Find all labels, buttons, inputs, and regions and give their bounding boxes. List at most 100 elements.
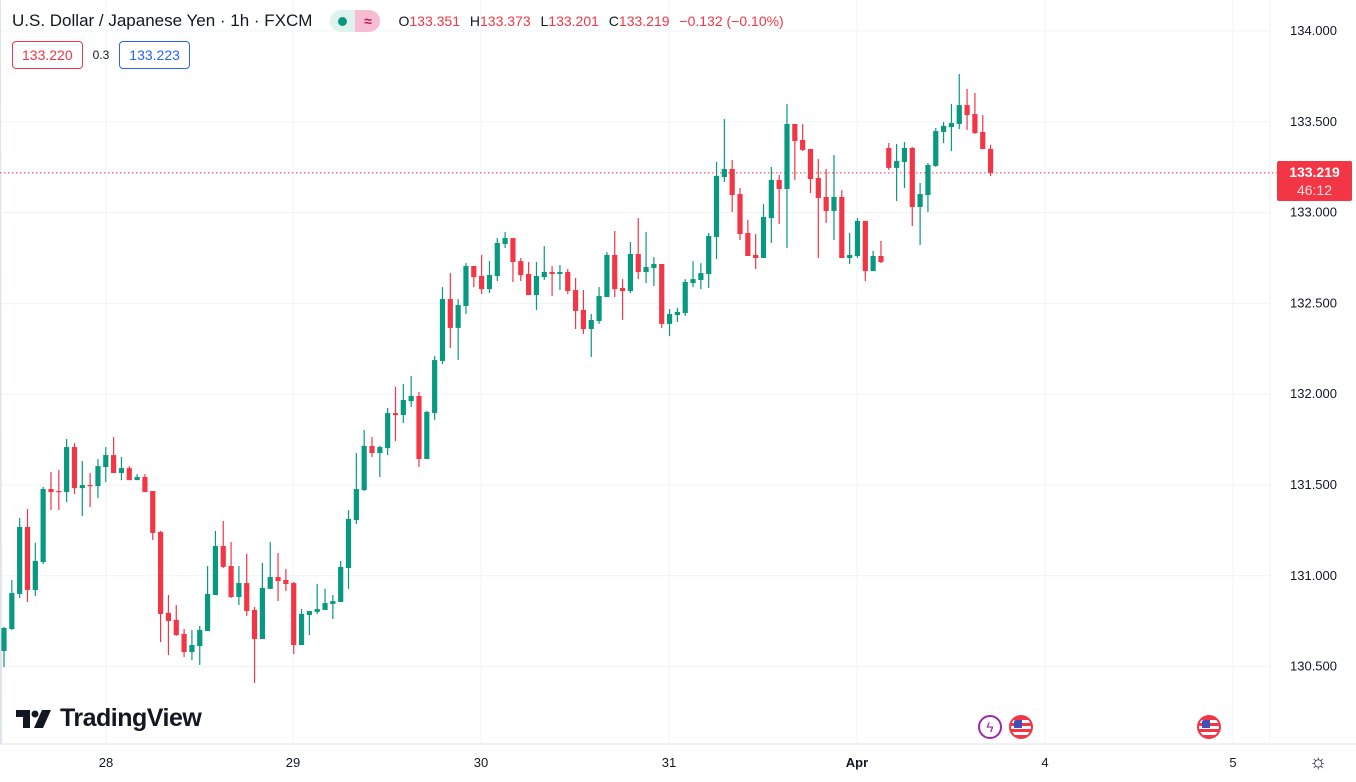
candle bbox=[792, 123, 798, 180]
candle-body bbox=[408, 396, 414, 402]
candle bbox=[823, 169, 829, 223]
candle bbox=[760, 204, 767, 258]
candle-body bbox=[479, 275, 485, 290]
candle-body bbox=[275, 577, 281, 582]
candle-body bbox=[980, 131, 986, 150]
candle bbox=[674, 307, 680, 322]
candle bbox=[557, 265, 563, 290]
candle bbox=[377, 445, 383, 478]
candle-body bbox=[831, 196, 837, 211]
candle-body bbox=[878, 256, 884, 262]
candle bbox=[941, 121, 947, 144]
candle bbox=[541, 246, 547, 280]
candle-body bbox=[463, 265, 469, 306]
candle bbox=[432, 356, 438, 420]
candle bbox=[32, 542, 38, 596]
candle-body bbox=[385, 413, 391, 448]
candle bbox=[948, 104, 955, 152]
candle-body bbox=[784, 123, 790, 189]
candle bbox=[79, 461, 85, 517]
symbol-title[interactable]: U.S. Dollar / Japanese Yen · 1h · FXCM bbox=[12, 11, 313, 30]
candle bbox=[643, 232, 649, 284]
us-flag-icon[interactable] bbox=[1197, 715, 1221, 739]
candle bbox=[9, 579, 15, 630]
candle-body bbox=[71, 447, 78, 489]
candle-body bbox=[612, 254, 618, 290]
candle-body bbox=[197, 629, 203, 647]
candle-body bbox=[369, 445, 375, 454]
candle-body bbox=[565, 271, 571, 292]
candle bbox=[64, 439, 70, 503]
candle-body bbox=[870, 256, 876, 272]
low-value: 133.201 bbox=[548, 13, 599, 29]
candle bbox=[713, 161, 720, 260]
candle bbox=[690, 261, 696, 288]
candle-body bbox=[400, 400, 406, 416]
candle bbox=[118, 457, 125, 481]
market-status-toggle[interactable]: ≈ bbox=[330, 10, 381, 32]
candle-body bbox=[126, 468, 132, 481]
buy-button[interactable]: 133.223 bbox=[119, 41, 190, 69]
candle-body bbox=[79, 485, 85, 489]
candle-body bbox=[768, 179, 774, 219]
candle bbox=[862, 220, 868, 282]
candle bbox=[291, 581, 297, 655]
candle bbox=[987, 144, 994, 177]
candle bbox=[408, 376, 414, 407]
candle bbox=[807, 149, 814, 193]
candle-body bbox=[557, 271, 563, 274]
candle-body bbox=[659, 263, 665, 324]
candle-body bbox=[416, 396, 422, 460]
candle bbox=[447, 273, 453, 349]
candle-body bbox=[526, 273, 532, 296]
candle bbox=[847, 232, 853, 264]
candle bbox=[635, 218, 641, 280]
candle-body bbox=[158, 532, 164, 614]
candle bbox=[103, 447, 109, 483]
candle bbox=[283, 568, 289, 592]
lightning-icon[interactable]: ϟ bbox=[978, 715, 1002, 739]
candle bbox=[753, 234, 759, 270]
candle-body bbox=[666, 313, 673, 324]
candle bbox=[784, 104, 790, 249]
candle-body bbox=[901, 147, 908, 162]
candle bbox=[486, 261, 493, 294]
candle bbox=[48, 471, 54, 511]
settings-gear-icon[interactable]: ☼ bbox=[1309, 751, 1328, 773]
candle bbox=[870, 250, 876, 272]
candle bbox=[815, 159, 821, 258]
candle-body bbox=[17, 526, 23, 594]
tradingview-logo[interactable]: TradingView bbox=[16, 704, 202, 733]
candle-body bbox=[549, 271, 555, 274]
us-flag-icon[interactable] bbox=[1009, 715, 1033, 739]
spread-value: 0.3 bbox=[92, 48, 110, 62]
tradingview-logo-icon bbox=[16, 709, 51, 728]
candle-body bbox=[776, 179, 782, 189]
sell-button[interactable]: 133.220 bbox=[12, 41, 83, 69]
candle-body bbox=[596, 295, 602, 322]
candle bbox=[651, 257, 657, 286]
candle-body bbox=[220, 546, 226, 567]
y-tick-label: 131.000 bbox=[1290, 568, 1337, 583]
candle-body bbox=[956, 105, 962, 124]
market-open-icon bbox=[330, 10, 356, 32]
candle bbox=[604, 252, 610, 298]
candle bbox=[361, 429, 367, 491]
candle bbox=[901, 141, 908, 189]
candle-body bbox=[40, 488, 46, 562]
candle-body bbox=[643, 267, 649, 272]
candle-body bbox=[1, 627, 7, 651]
candle-body bbox=[103, 455, 109, 468]
candle bbox=[933, 127, 939, 168]
bar-countdown: 46:12 bbox=[1296, 182, 1333, 198]
candle-body bbox=[533, 275, 540, 296]
candle-body bbox=[948, 123, 955, 128]
candle-body bbox=[173, 619, 179, 636]
candle-body bbox=[933, 131, 939, 166]
candle bbox=[71, 443, 78, 495]
y-tick-label: 130.500 bbox=[1290, 659, 1337, 674]
candle bbox=[314, 583, 320, 614]
candle-body bbox=[228, 565, 234, 598]
candle bbox=[706, 232, 712, 288]
